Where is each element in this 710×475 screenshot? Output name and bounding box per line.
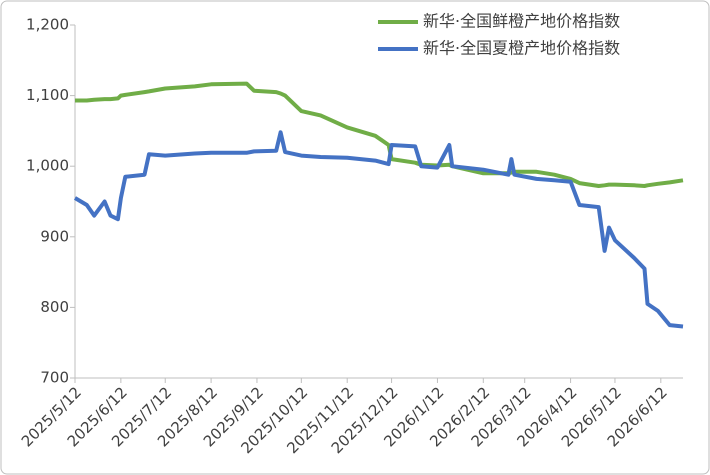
series-line [75, 81, 684, 188]
series-line [73, 130, 684, 329]
legend-label: 新华·全国鲜橙产地价格指数 [423, 12, 620, 31]
y-tick-label: 900 [40, 227, 69, 245]
y-tick-label: 1,000 [26, 157, 69, 175]
legend-label: 新华·全国夏橙产地价格指数 [423, 39, 620, 58]
y-tick-label: 1,200 [26, 16, 69, 34]
y-tick-label: 700 [40, 369, 69, 387]
y-tick-label: 1,100 [26, 86, 69, 104]
y-tick-label: 800 [40, 298, 69, 316]
